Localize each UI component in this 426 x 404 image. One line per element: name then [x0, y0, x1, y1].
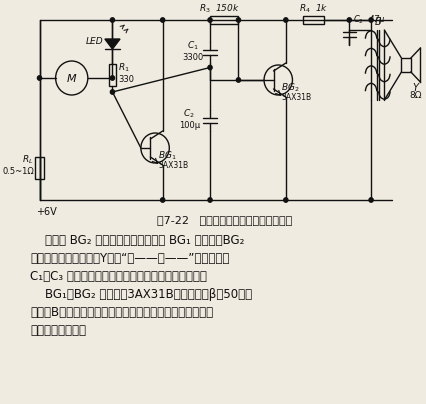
Bar: [302, 16, 323, 24]
Circle shape: [368, 198, 372, 202]
Circle shape: [110, 76, 114, 80]
Text: $R_1$: $R_1$: [118, 62, 130, 74]
Text: $C_2$  47μ: $C_2$ 47μ: [352, 13, 385, 27]
Text: $R_L$: $R_L$: [22, 154, 34, 166]
Bar: [400, 58, 410, 72]
Circle shape: [346, 18, 351, 22]
Circle shape: [236, 78, 240, 82]
Text: 330: 330: [118, 74, 134, 84]
Text: C₁、C₃ 容量可改变间歇振荡器振荡频率和间隔时间。: C₁、C₃ 容量可改变间歇振荡器振荡频率和间隔时间。: [30, 270, 207, 283]
Bar: [35, 157, 44, 179]
Text: 元件无特殊要求。: 元件无特殊要求。: [30, 324, 86, 337]
Text: +6V: +6V: [36, 207, 56, 217]
Text: $R_3$  150k: $R_3$ 150k: [199, 3, 239, 15]
Text: $BG_1$: $BG_1$: [158, 150, 176, 162]
Circle shape: [160, 18, 164, 22]
Text: 晶体管 BG₂ 即组成间歇振荡器，当 BG₁ 导通时，BG₂: 晶体管 BG₂ 即组成间歇振荡器，当 BG₁ 导通时，BG₂: [30, 234, 244, 247]
Circle shape: [283, 198, 287, 202]
Text: $M$: $M$: [66, 72, 77, 84]
Circle shape: [160, 198, 164, 202]
Text: 3AX31B: 3AX31B: [280, 93, 311, 101]
Text: Y: Y: [412, 83, 417, 93]
Circle shape: [37, 76, 41, 80]
Circle shape: [207, 198, 212, 202]
Text: 3AX31B: 3AX31B: [158, 160, 187, 170]
Text: 即可。B可用小型晶体管收音机用的输出变压器。其它阻容: 即可。B可用小型晶体管收音机用的输出变压器。其它阻容: [30, 306, 213, 319]
Circle shape: [110, 90, 114, 94]
Text: BG₁、BG₂ 均可选用3AX31B锔三极管，β倶50左右: BG₁、BG₂ 均可选用3AX31B锔三极管，β倶50左右: [30, 288, 252, 301]
Text: $BG_2$: $BG_2$: [280, 82, 299, 94]
Text: $C_1$: $C_1$: [187, 40, 199, 52]
Circle shape: [110, 18, 114, 22]
Text: $C_2$: $C_2$: [183, 108, 195, 120]
Circle shape: [368, 18, 372, 22]
Text: 8Ω: 8Ω: [409, 91, 421, 101]
Text: LED: LED: [85, 38, 103, 46]
Bar: [210, 16, 238, 24]
Text: $R_4$  1k: $R_4$ 1k: [298, 3, 327, 15]
Bar: [108, 64, 116, 86]
Text: 100μ: 100μ: [178, 120, 199, 130]
Text: 3300: 3300: [182, 53, 203, 61]
Circle shape: [207, 65, 212, 70]
Circle shape: [207, 18, 212, 22]
Circle shape: [236, 18, 240, 22]
Text: B: B: [374, 17, 380, 27]
Polygon shape: [105, 39, 120, 49]
Circle shape: [283, 18, 287, 22]
Text: 0.5~1Ω: 0.5~1Ω: [2, 168, 34, 177]
Text: 图7-22   录音机倒带终止指示器电路之二: 图7-22 录音机倒带终止指示器电路之二: [156, 215, 291, 225]
Text: 截通电工作，由扬声器Y发出“嗟——嗟——”哒声。更改: 截通电工作，由扬声器Y发出“嗟——嗟——”哒声。更改: [30, 252, 229, 265]
